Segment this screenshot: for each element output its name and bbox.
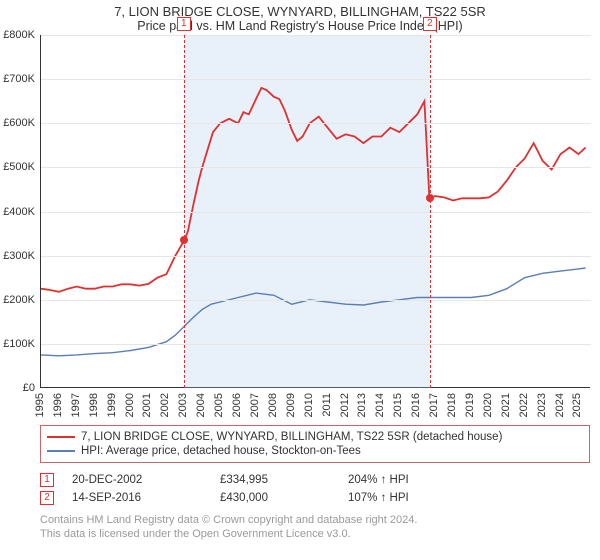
series-property — [41, 88, 586, 292]
x-tick-label: 1999 — [106, 393, 118, 417]
x-tick-label: 2001 — [141, 393, 153, 417]
sale-row-marker: 1 — [40, 473, 54, 487]
x-tick-label: 2017 — [428, 393, 440, 417]
legend-label: HPI: Average price, detached house, Stoc… — [81, 445, 361, 457]
legend-label: 7, LION BRIDGE CLOSE, WYNYARD, BILLINGHA… — [81, 431, 502, 443]
sale-dot-2 — [426, 194, 434, 202]
legend: 7, LION BRIDGE CLOSE, WYNYARD, BILLINGHA… — [40, 425, 590, 463]
attribution: Contains HM Land Registry data © Crown c… — [40, 513, 590, 542]
title-line-1: 7, LION BRIDGE CLOSE, WYNYARD, BILLINGHA… — [0, 4, 600, 19]
x-tick-label: 2010 — [303, 393, 315, 417]
sale-date: 14-SEP-2016 — [72, 492, 202, 504]
legend-row: HPI: Average price, detached house, Stoc… — [47, 444, 583, 458]
x-tick-label: 2008 — [267, 393, 279, 417]
x-tick-label: 2015 — [392, 393, 404, 417]
title-line-2: Price paid vs. HM Land Registry's House … — [0, 19, 600, 33]
x-tick-label: 2018 — [446, 393, 458, 417]
x-tick-label: 2021 — [500, 393, 512, 417]
legend-swatch — [47, 436, 75, 438]
chart-title-block: 7, LION BRIDGE CLOSE, WYNYARD, BILLINGHA… — [0, 0, 600, 35]
legend-swatch — [47, 450, 75, 452]
x-tick-label: 1998 — [88, 393, 100, 417]
chart-area: 12 £0£100K£200K£300K£400K£500K£600K£700K… — [40, 35, 590, 425]
sale-vline — [184, 35, 185, 388]
y-tick-label: £700K — [0, 73, 35, 85]
sale-marker-2: 2 — [423, 17, 437, 31]
attribution-line-1: Contains HM Land Registry data © Crown c… — [40, 513, 590, 527]
y-tick-label: £200K — [0, 294, 35, 306]
x-tick-label: 2005 — [213, 393, 225, 417]
sale-delta: 107% ↑ HPI — [348, 492, 409, 504]
sale-row: 2 14-SEP-2016 £430,000 107% ↑ HPI — [40, 489, 590, 507]
x-tick-label: 2025 — [571, 393, 583, 417]
x-tick-label: 2014 — [374, 393, 386, 417]
sale-marker-1: 1 — [177, 17, 191, 31]
sale-row-marker: 2 — [40, 491, 54, 505]
y-tick-label: £400K — [0, 206, 35, 218]
x-tick-label: 2016 — [410, 393, 422, 417]
gridline — [41, 212, 591, 213]
y-tick-label: £300K — [0, 250, 35, 262]
legend-row: 7, LION BRIDGE CLOSE, WYNYARD, BILLINGHA… — [47, 430, 583, 444]
y-tick-label: £500K — [0, 161, 35, 173]
sale-vline — [430, 35, 431, 388]
attribution-line-2: This data is licensed under the Open Gov… — [40, 527, 590, 541]
x-tick-label: 2000 — [124, 393, 136, 417]
sales-table: 1 20-DEC-2002 £334,995 204% ↑ HPI 2 14-SEP-20… — [40, 471, 590, 507]
x-tick-label: 2013 — [356, 393, 368, 417]
x-tick-label: 2022 — [518, 393, 530, 417]
sale-date: 20-DEC-2002 — [72, 474, 202, 486]
x-tick-label: 2019 — [464, 393, 476, 417]
x-tick-label: 1996 — [52, 393, 64, 417]
sale-dot-1 — [180, 236, 188, 244]
x-tick-label: 2007 — [249, 393, 261, 417]
y-tick-label: £0 — [0, 382, 35, 394]
x-tick-label: 2020 — [482, 393, 494, 417]
x-tick-label: 2003 — [177, 393, 189, 417]
y-tick-label: £100K — [0, 338, 35, 350]
gridline — [41, 79, 591, 80]
gridline — [41, 123, 591, 124]
x-tick-label: 2024 — [554, 393, 566, 417]
x-tick-label: 2023 — [536, 393, 548, 417]
x-tick-label: 2012 — [339, 393, 351, 417]
gridline — [41, 35, 591, 36]
plot-region: 12 — [40, 35, 590, 388]
series-hpi — [41, 268, 586, 356]
gridline — [41, 256, 591, 257]
x-tick-label: 1995 — [34, 393, 46, 417]
below-chart: 7, LION BRIDGE CLOSE, WYNYARD, BILLINGHA… — [40, 425, 590, 542]
x-tick-label: 2011 — [321, 393, 333, 417]
y-tick-label: £600K — [0, 117, 35, 129]
sale-price: £334,995 — [220, 474, 330, 486]
gridline — [41, 300, 591, 301]
gridline — [41, 167, 591, 168]
x-tick-label: 2006 — [231, 393, 243, 417]
gridline — [41, 344, 591, 345]
x-tick-label: 2002 — [159, 393, 171, 417]
sale-price: £430,000 — [220, 492, 330, 504]
sale-delta: 204% ↑ HPI — [348, 474, 409, 486]
sale-row: 1 20-DEC-2002 £334,995 204% ↑ HPI — [40, 471, 590, 489]
x-tick-label: 1997 — [70, 393, 82, 417]
x-tick-label: 2009 — [285, 393, 297, 417]
x-tick-label: 2004 — [195, 393, 207, 417]
y-tick-label: £800K — [0, 29, 35, 41]
